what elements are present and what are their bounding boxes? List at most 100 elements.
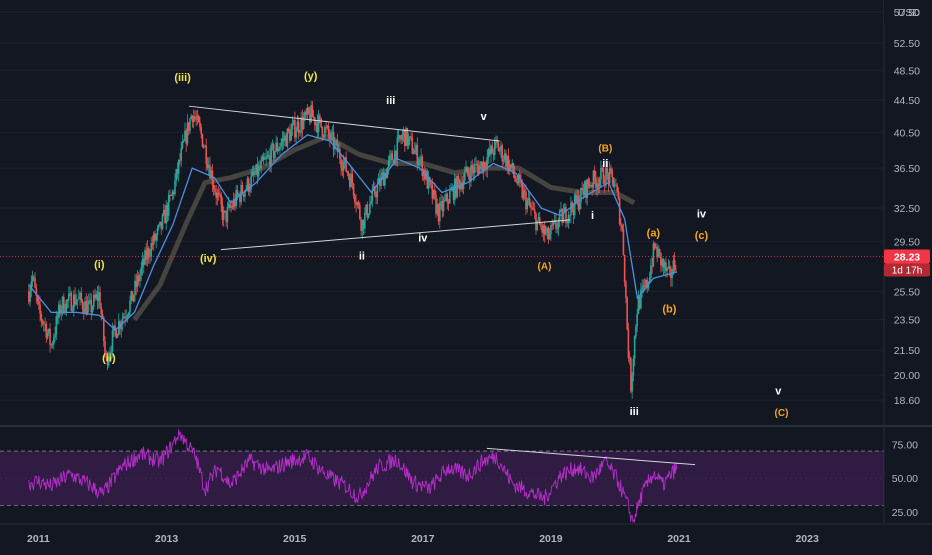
candle-body — [104, 341, 106, 354]
candle-body — [202, 146, 205, 148]
candle-body — [395, 150, 397, 160]
candle-body — [443, 199, 446, 201]
candle-body — [461, 182, 464, 189]
candle-body — [671, 274, 673, 279]
candle-body — [184, 130, 186, 141]
candle-body — [595, 178, 597, 189]
candle-body — [172, 191, 175, 195]
trendline[interactable] — [188, 105, 500, 142]
candle-body — [129, 300, 131, 313]
candle-body — [299, 132, 301, 134]
candle-body — [588, 184, 591, 187]
candle-body — [175, 169, 178, 181]
price-axis[interactable]: USD 57.50 52.50 48.50 44.50 40.50 36.50 32.50 2… — [884, 0, 932, 407]
candlestick-series[interactable] — [28, 100, 677, 399]
candle-body — [386, 167, 389, 179]
candle-body — [180, 147, 183, 161]
candle-body — [40, 313, 43, 321]
candle-body — [29, 290, 31, 302]
rsi-line[interactable] — [28, 429, 678, 524]
trendlines[interactable] — [188, 105, 571, 251]
candle-body — [77, 297, 80, 300]
candle-body — [357, 202, 360, 206]
candle-body — [294, 119, 296, 138]
candle-body — [500, 145, 502, 151]
candle-body — [552, 221, 555, 226]
elliott-wave-labels: (i)(ii)(iii)(iv)(y)iiiviiiv(A)(B)iii(a)(… — [94, 71, 788, 419]
candle-body — [49, 328, 51, 345]
candle-body — [420, 156, 422, 160]
candle-body — [478, 165, 481, 174]
candle-body — [304, 111, 306, 119]
candle-body — [450, 189, 452, 192]
candle-body — [436, 204, 439, 214]
candle-body — [169, 195, 171, 196]
candle-body — [236, 190, 239, 196]
candle-body — [166, 205, 169, 216]
candle-body — [618, 198, 621, 224]
candle-body — [673, 260, 676, 270]
candle-body — [537, 217, 540, 221]
candle-body — [59, 304, 61, 314]
candle-body — [319, 115, 321, 118]
candle-body — [389, 155, 391, 161]
candle-body — [530, 205, 532, 209]
candle-body — [646, 279, 648, 289]
candle-body — [131, 291, 134, 302]
candle-body — [587, 179, 590, 185]
candle-body — [239, 194, 241, 203]
candle-body — [190, 115, 193, 119]
candle-body — [507, 156, 510, 172]
candle-body — [668, 266, 671, 269]
currency-label[interactable]: USD — [898, 7, 921, 19]
candle-body — [492, 152, 495, 156]
wave-label: (b) — [662, 303, 676, 315]
candle-body — [160, 221, 163, 229]
rsi-axis[interactable]: 75.00 50.00 25.00 — [892, 439, 918, 519]
candle-body — [652, 243, 655, 267]
candle-body — [67, 293, 70, 301]
candle-body — [411, 137, 414, 154]
candle-body — [435, 195, 437, 214]
candle-body — [397, 135, 400, 138]
candle-body — [225, 210, 227, 222]
trendline[interactable] — [220, 219, 571, 251]
candle-body — [229, 203, 231, 208]
candle-body — [301, 117, 304, 129]
candle-body — [566, 222, 569, 224]
candle-body — [101, 313, 104, 318]
candle-body — [361, 220, 364, 231]
wave-label: (B) — [598, 144, 612, 155]
countdown-value: 1d 17h — [892, 266, 923, 277]
candle-body — [503, 153, 506, 161]
wave-label: iii — [630, 406, 639, 418]
wave-label: iv — [697, 209, 707, 221]
candle-body — [414, 149, 416, 154]
time-axis[interactable]: 2011 2013 2015 2017 2019 2021 2023 — [27, 533, 819, 545]
candle-body — [516, 181, 519, 184]
candle-body — [412, 153, 415, 155]
rsi-series[interactable] — [28, 429, 696, 524]
candle-body — [200, 127, 203, 135]
candle-body — [257, 166, 260, 177]
candle-body — [622, 229, 625, 255]
candle-body — [279, 146, 281, 150]
candle-body — [232, 198, 235, 208]
candle-body — [105, 353, 108, 355]
rsi-trendline[interactable] — [486, 447, 696, 466]
candle-body — [39, 304, 41, 314]
candle-body — [645, 279, 647, 287]
candle-body — [362, 220, 365, 229]
wave-label: (iv) — [200, 253, 217, 265]
candle-body — [249, 188, 251, 192]
candle-body — [134, 280, 136, 296]
wave-label: (iii) — [174, 72, 191, 84]
candle-body — [637, 296, 640, 314]
candle-body — [286, 128, 289, 147]
candle-body — [196, 115, 199, 120]
wave-label: (c) — [695, 230, 709, 242]
candle-body — [334, 141, 336, 150]
candle-body — [531, 208, 534, 209]
